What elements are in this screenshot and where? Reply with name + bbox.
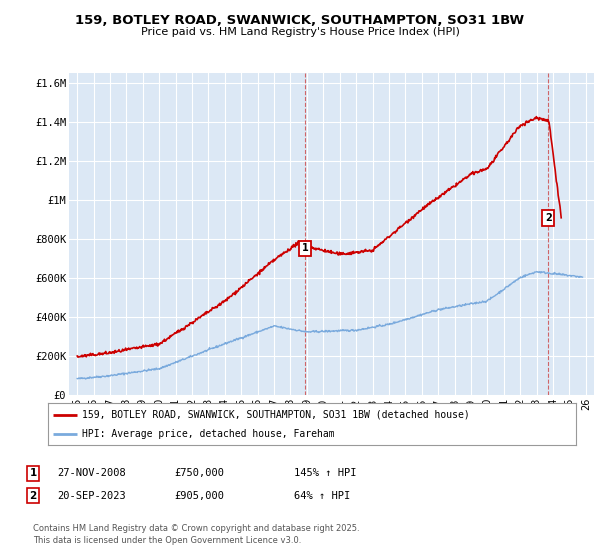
- Text: 64% ↑ HPI: 64% ↑ HPI: [294, 491, 350, 501]
- Text: 159, BOTLEY ROAD, SWANWICK, SOUTHAMPTON, SO31 1BW (detached house): 159, BOTLEY ROAD, SWANWICK, SOUTHAMPTON,…: [82, 409, 470, 419]
- Text: 145% ↑ HPI: 145% ↑ HPI: [294, 468, 356, 478]
- Text: Contains HM Land Registry data © Crown copyright and database right 2025.
This d: Contains HM Land Registry data © Crown c…: [33, 524, 359, 545]
- Text: 2: 2: [545, 213, 552, 223]
- Text: 1: 1: [29, 468, 37, 478]
- Text: 1: 1: [302, 244, 308, 254]
- Text: 159, BOTLEY ROAD, SWANWICK, SOUTHAMPTON, SO31 1BW: 159, BOTLEY ROAD, SWANWICK, SOUTHAMPTON,…: [76, 14, 524, 27]
- Text: 2: 2: [29, 491, 37, 501]
- Text: 20-SEP-2023: 20-SEP-2023: [57, 491, 126, 501]
- Text: 27-NOV-2008: 27-NOV-2008: [57, 468, 126, 478]
- Text: £750,000: £750,000: [174, 468, 224, 478]
- Text: Price paid vs. HM Land Registry's House Price Index (HPI): Price paid vs. HM Land Registry's House …: [140, 27, 460, 37]
- Text: £905,000: £905,000: [174, 491, 224, 501]
- Text: HPI: Average price, detached house, Fareham: HPI: Average price, detached house, Fare…: [82, 429, 335, 439]
